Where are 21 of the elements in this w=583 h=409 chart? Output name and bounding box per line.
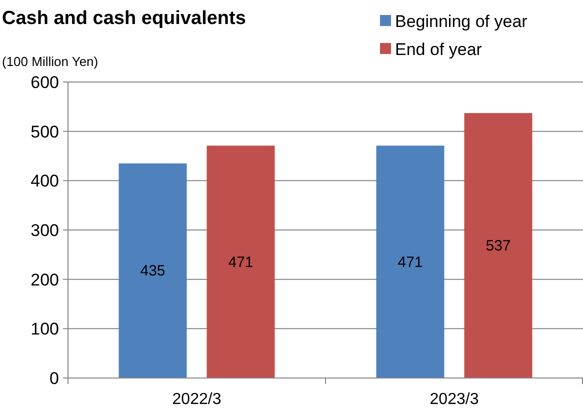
y-axis-title: (100 Million Yen)	[2, 54, 98, 69]
y-tick-label: 500	[30, 122, 59, 142]
y-tick-label: 100	[30, 320, 59, 339]
data-label: 471	[228, 254, 254, 271]
legend-label: Beginning of year	[395, 12, 528, 31]
y-tick-label: 300	[30, 221, 59, 240]
y-tick-label: 200	[30, 270, 59, 290]
chart-title: Cash and cash equivalents	[2, 8, 246, 29]
bar	[206, 146, 275, 378]
bar	[376, 146, 444, 378]
data-label: 537	[486, 238, 511, 255]
bar	[464, 113, 532, 378]
data-label: 471	[398, 254, 423, 271]
x-tick-label: 2022/3	[172, 391, 222, 408]
y-tick-label: 400	[30, 172, 59, 191]
x-tick-label: 2023/3	[430, 391, 479, 408]
y-tick-label: 0	[50, 369, 59, 388]
bar	[118, 163, 187, 378]
legend-label: End of year	[395, 40, 482, 59]
data-label: 435	[140, 262, 166, 280]
y-tick-label: 600	[30, 73, 59, 92]
